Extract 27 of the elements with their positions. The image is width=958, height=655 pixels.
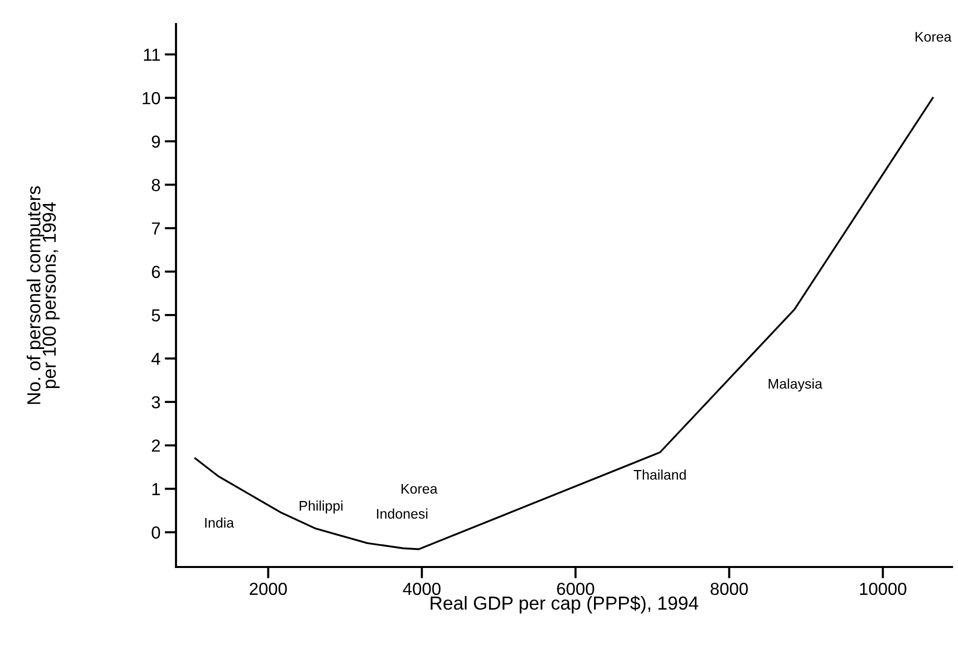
- y-tick-label: 7: [152, 222, 160, 234]
- annotation: Malaysia: [768, 378, 822, 392]
- annotation: Korea: [916, 32, 952, 42]
- annotation: Thailand: [634, 470, 686, 480]
- y-axis-title: No. of personal computers per 100 persons, 1994: [26, 186, 60, 404]
- annotation: India: [205, 518, 234, 528]
- x-axis-title: Real GDP per cap (PPP$), 1994: [430, 596, 698, 614]
- x-tick-label: 8000: [710, 582, 748, 596]
- y-tick-label: 8: [152, 178, 160, 192]
- line-series: [194, 96, 934, 550]
- annotation: Indonesi: [377, 508, 428, 519]
- annotation: Korea: [402, 484, 438, 494]
- annotation: Philippi: [300, 500, 342, 514]
- y-tick-label: 11: [144, 48, 160, 61]
- y-tick-label: 6: [152, 266, 160, 278]
- x-tick-label: 10000: [860, 582, 906, 596]
- x-tick-label: 4000: [402, 582, 440, 596]
- y-tick-label: 9: [152, 135, 160, 148]
- y-tick-label: 5: [152, 309, 160, 322]
- y-tick-label: 0: [152, 526, 160, 539]
- x-tick-label: 2000: [250, 582, 287, 596]
- y-tick-label: 10: [142, 92, 160, 104]
- y-tick-label: 2: [152, 440, 160, 452]
- x-tick-label: 6000: [557, 582, 594, 596]
- y-tick-label: 4: [151, 352, 160, 365]
- y-tick-label: 1: [152, 483, 160, 496]
- y-tick-label: 3: [152, 396, 160, 408]
